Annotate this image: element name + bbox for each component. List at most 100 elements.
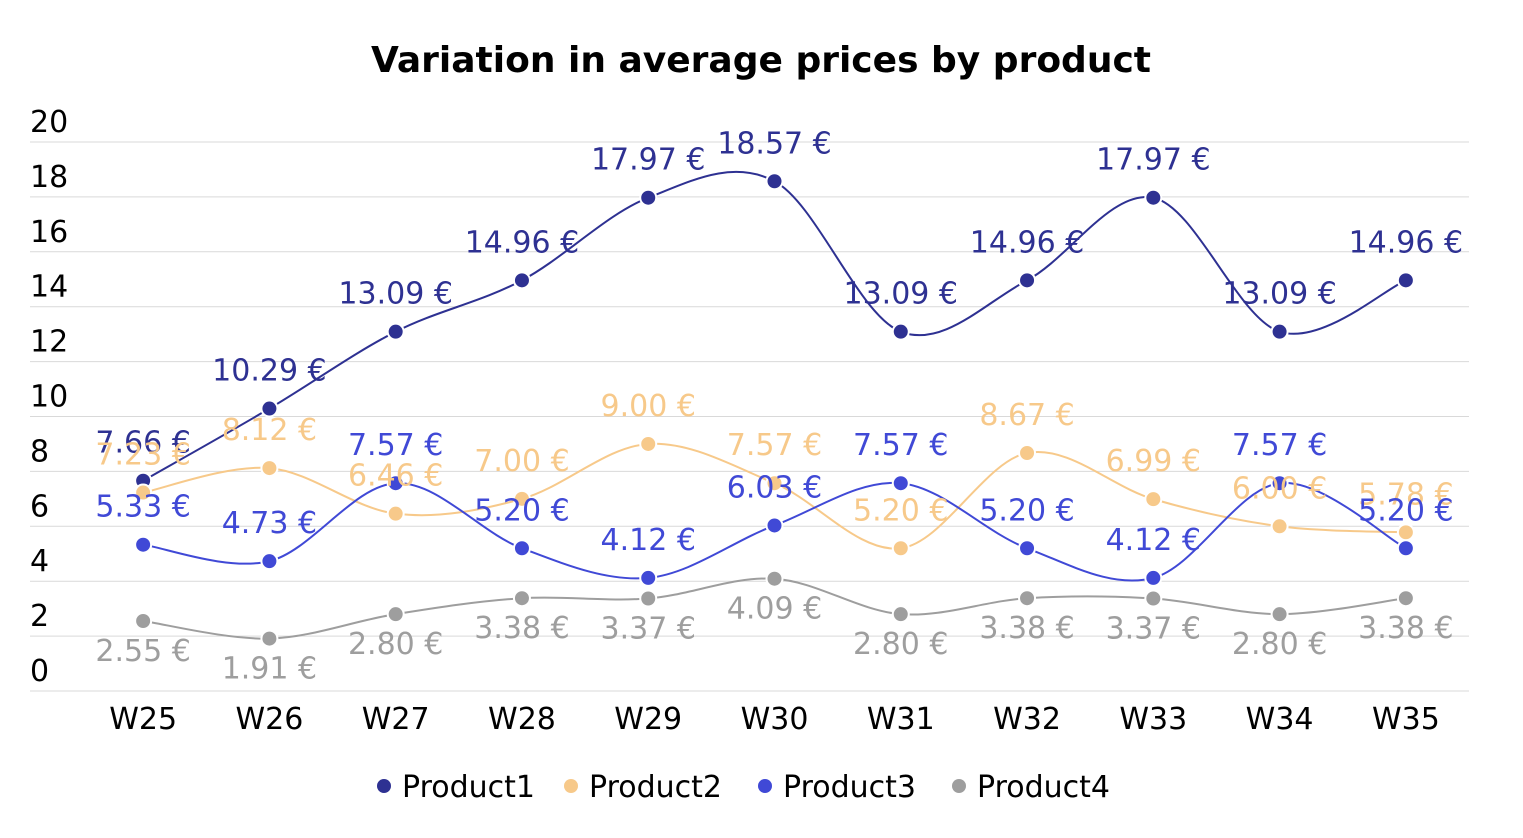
- data-point-product1[interactable]: [639, 188, 658, 207]
- data-point-product3[interactable]: [386, 474, 405, 493]
- x-tick-label: W35: [1372, 702, 1440, 737]
- data-label-product3: 7.57 €: [1232, 428, 1327, 463]
- data-point-product1[interactable]: [1144, 188, 1163, 207]
- data-point-product1[interactable]: [1018, 271, 1037, 290]
- data-point-product4[interactable]: [512, 589, 531, 608]
- series-lines: [142, 170, 1407, 640]
- data-point-product3[interactable]: [891, 474, 910, 493]
- legend-marker-product2: [564, 779, 578, 793]
- y-tick-label: 6: [30, 489, 49, 524]
- data-label-product1: 14.96 €: [1349, 225, 1464, 260]
- data-point-product1[interactable]: [891, 322, 910, 341]
- data-label-product1: 14.96 €: [465, 225, 580, 260]
- data-point-product2[interactable]: [639, 434, 658, 453]
- data-point-product4[interactable]: [1270, 605, 1289, 624]
- data-point-product4[interactable]: [260, 629, 279, 648]
- x-tick-label: W32: [993, 702, 1061, 737]
- data-label-product3: 5.20 €: [979, 493, 1074, 528]
- data-label-product4: 3.37 €: [601, 611, 696, 646]
- data-point-product4[interactable]: [765, 569, 784, 588]
- y-tick-label: 18: [30, 160, 68, 195]
- data-label-product2: 8.67 €: [979, 398, 1074, 433]
- data-point-product3[interactable]: [1144, 568, 1163, 587]
- data-point-product4[interactable]: [891, 605, 910, 624]
- data-point-product4[interactable]: [1396, 589, 1415, 608]
- legend-marker-product4: [952, 779, 966, 793]
- y-tick-label: 14: [30, 270, 68, 305]
- y-tick-label: 0: [30, 654, 49, 689]
- data-point-product1[interactable]: [1270, 322, 1289, 341]
- data-label-product3: 4.12 €: [1106, 523, 1201, 558]
- x-tick-label: W25: [109, 702, 177, 737]
- data-labels: 7.66 € 10.29 € 13.09 € 14.96 € 17.97 € 18.57 …: [95, 126, 1463, 686]
- data-label-product1: 14.96 €: [970, 225, 1085, 260]
- data-point-product4[interactable]: [1144, 589, 1163, 608]
- data-point-product1[interactable]: [512, 271, 531, 290]
- data-point-product4[interactable]: [386, 605, 405, 624]
- legend-label-product1: Product1: [402, 770, 535, 805]
- data-point-product1[interactable]: [765, 172, 784, 191]
- data-label-product3: 5.20 €: [474, 493, 569, 528]
- data-point-product2[interactable]: [512, 489, 531, 508]
- data-point-product3[interactable]: [260, 552, 279, 571]
- x-tick-label: W34: [1246, 702, 1314, 737]
- y-tick-label: 2: [30, 599, 49, 634]
- data-label-product4: 2.80 €: [853, 627, 948, 662]
- data-point-product2[interactable]: [386, 504, 405, 523]
- data-point-product3[interactable]: [765, 516, 784, 535]
- data-point-product2[interactable]: [1270, 517, 1289, 536]
- series-points: [134, 172, 1415, 648]
- data-point-product1[interactable]: [1396, 271, 1415, 290]
- data-label-product4: 2.55 €: [95, 634, 190, 669]
- data-label-product4: 1.91 €: [222, 652, 317, 687]
- data-point-product4[interactable]: [1018, 589, 1037, 608]
- data-label-product4: 2.80 €: [1232, 627, 1327, 662]
- data-point-product3[interactable]: [134, 535, 153, 554]
- data-point-product4[interactable]: [639, 589, 658, 608]
- data-point-product2[interactable]: [1144, 490, 1163, 509]
- data-label-product1: 17.97 €: [1096, 143, 1211, 178]
- data-label-product3: 5.33 €: [95, 490, 190, 525]
- data-point-product3[interactable]: [512, 539, 531, 558]
- chart-title: Variation in average prices by product: [371, 40, 1151, 81]
- data-label-product3: 6.03 €: [727, 470, 822, 505]
- data-point-product3[interactable]: [1018, 539, 1037, 558]
- data-label-product2: 6.46 €: [348, 459, 443, 494]
- data-label-product1: 7.66 €: [95, 426, 190, 461]
- y-tick-label: 8: [30, 434, 49, 469]
- data-point-product2[interactable]: [891, 539, 910, 558]
- legend-marker-product3: [758, 779, 772, 793]
- y-tick-label: 12: [30, 325, 68, 360]
- data-label-product1: 13.09 €: [844, 277, 959, 312]
- data-point-product3[interactable]: [639, 568, 658, 587]
- data-label-product2: 7.23 €: [95, 438, 190, 473]
- data-label-product2: 5.78 €: [1358, 477, 1453, 512]
- data-label-product4: 3.37 €: [1106, 611, 1201, 646]
- x-tick-label: W31: [867, 702, 935, 737]
- data-point-product2[interactable]: [765, 474, 784, 493]
- data-point-product1[interactable]: [260, 399, 279, 418]
- data-label-product3: 4.73 €: [222, 506, 317, 541]
- data-label-product2: 7.00 €: [474, 444, 569, 479]
- legend-label-product2: Product2: [589, 770, 722, 805]
- data-point-product3[interactable]: [1396, 539, 1415, 558]
- y-tick-label: 20: [30, 105, 68, 140]
- x-tick-label: W33: [1119, 702, 1187, 737]
- legend-label-product4: Product4: [977, 770, 1110, 805]
- data-point-product2[interactable]: [1018, 444, 1037, 463]
- y-tick-label: 10: [30, 380, 68, 415]
- data-point-product2[interactable]: [260, 459, 279, 478]
- y-axis-ticks: 0 2 4 6 8 10 12 14 16 18 20: [30, 105, 68, 689]
- data-point-product2[interactable]: [134, 483, 153, 502]
- data-label-product4: 4.09 €: [727, 592, 822, 627]
- x-axis-ticks: W25 W26 W27 W28 W29 W30 W31 W32 W33 W34 W35: [109, 702, 1440, 737]
- legend-label-product3: Product3: [783, 770, 916, 805]
- data-point-product3[interactable]: [1270, 474, 1289, 493]
- data-label-product2: 7.57 €: [727, 428, 822, 463]
- data-point-product1[interactable]: [386, 322, 405, 341]
- data-label-product4: 3.38 €: [1358, 611, 1453, 646]
- x-tick-label: W26: [235, 702, 303, 737]
- data-point-product4[interactable]: [134, 612, 153, 631]
